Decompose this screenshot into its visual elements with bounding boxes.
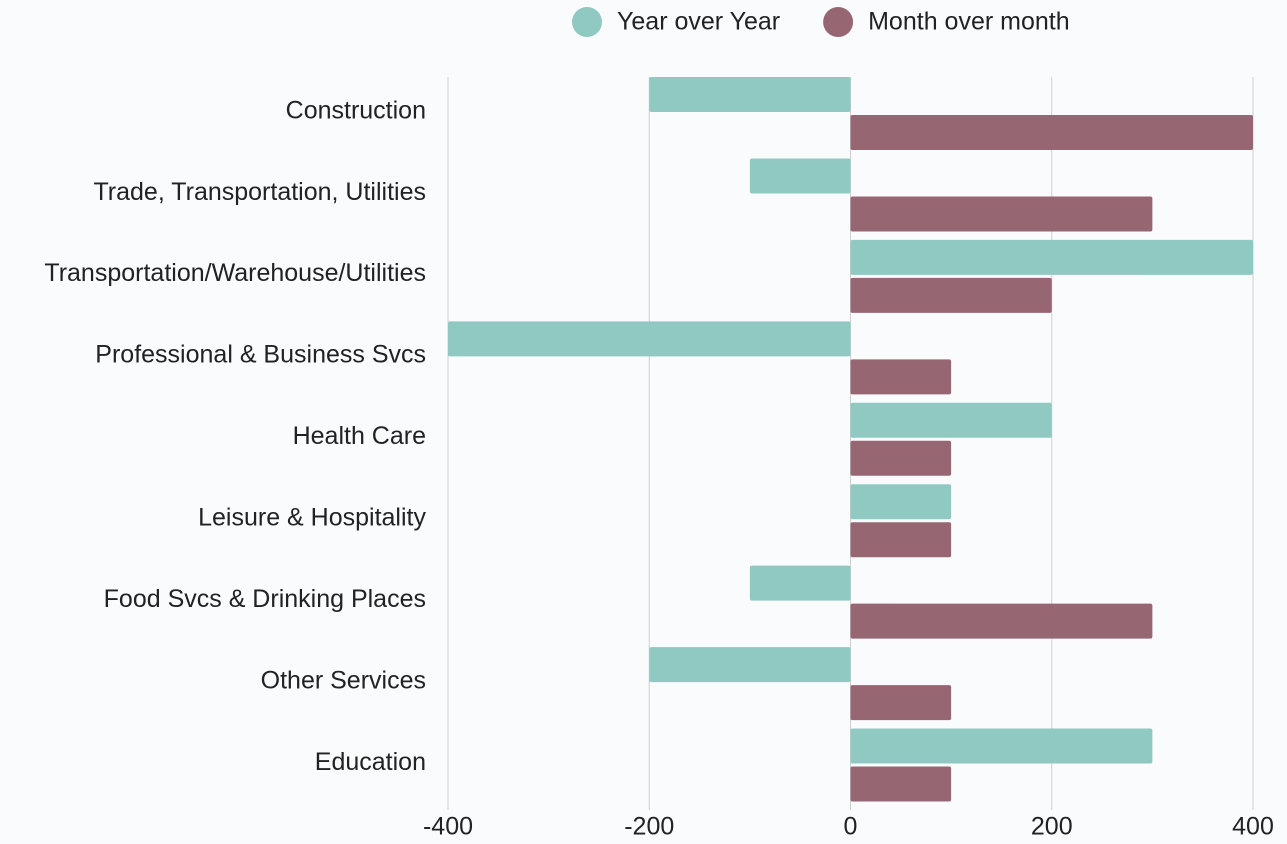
legend-label: Year over Year bbox=[617, 8, 780, 36]
y-tick-label: Professional & Business Svcs bbox=[95, 341, 426, 369]
y-tick-label: Education bbox=[315, 748, 426, 776]
bar bbox=[850, 603, 1153, 639]
x-tick-label: 200 bbox=[1031, 813, 1073, 841]
y-tick-label: Health Care bbox=[293, 422, 426, 450]
bar bbox=[448, 321, 851, 357]
bar bbox=[850, 728, 1153, 764]
legend-label: Month over month bbox=[868, 8, 1070, 36]
bar bbox=[850, 766, 952, 802]
bar bbox=[850, 522, 952, 558]
bar bbox=[850, 239, 1253, 275]
x-tick-label: 400 bbox=[1232, 813, 1274, 841]
bar bbox=[850, 277, 1052, 313]
bar bbox=[749, 565, 851, 601]
y-tick-label: Leisure & Hospitality bbox=[198, 504, 426, 532]
y-tick-label: Trade, Transportation, Utilities bbox=[93, 178, 426, 206]
x-tick-label: 0 bbox=[844, 813, 858, 841]
bar bbox=[850, 685, 952, 721]
y-tick-label: Construction bbox=[286, 96, 426, 124]
x-tick-label: -400 bbox=[423, 813, 473, 841]
bar bbox=[850, 196, 1153, 232]
x-tick-label: -200 bbox=[624, 813, 674, 841]
bar bbox=[850, 402, 1052, 438]
y-tick-label: Transportation/Warehouse/Utilities bbox=[44, 259, 426, 287]
y-tick-label: Other Services bbox=[261, 666, 426, 694]
bar bbox=[749, 158, 851, 194]
bar bbox=[850, 484, 952, 520]
bar bbox=[649, 77, 851, 112]
y-tick-label: Food Svcs & Drinking Places bbox=[104, 585, 426, 613]
bar bbox=[850, 359, 952, 395]
legend-swatch bbox=[572, 7, 602, 37]
bar bbox=[649, 647, 851, 683]
legend-swatch bbox=[823, 7, 854, 37]
bar bbox=[850, 115, 1253, 150]
bar bbox=[850, 440, 952, 476]
